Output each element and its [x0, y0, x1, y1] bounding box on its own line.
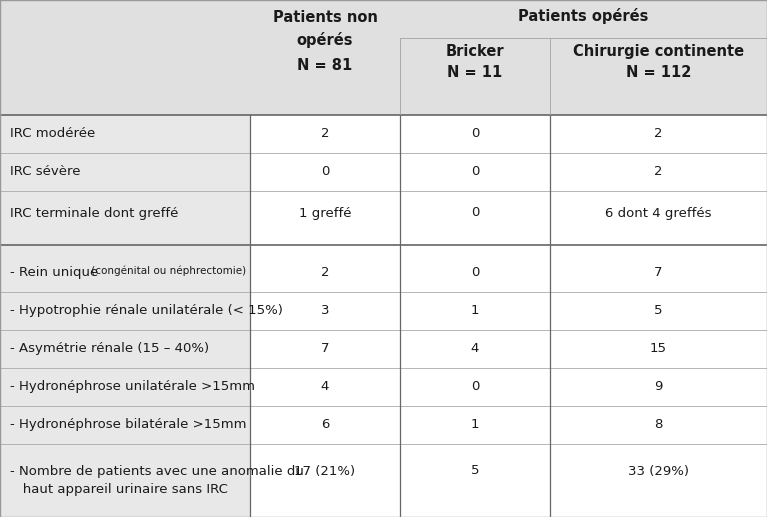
Text: 0: 0 — [471, 266, 479, 279]
Text: opérés: opérés — [297, 32, 354, 48]
Text: 1 greffé: 1 greffé — [299, 206, 351, 220]
Text: 3: 3 — [321, 304, 329, 317]
Text: 2: 2 — [321, 266, 329, 279]
Text: Chirurgie continente: Chirurgie continente — [573, 44, 744, 59]
Text: 0: 0 — [471, 206, 479, 220]
Text: N = 81: N = 81 — [298, 58, 353, 73]
Text: - Hydronéphrose unilatérale >15mm: - Hydronéphrose unilatérale >15mm — [10, 380, 255, 393]
Text: IRC sévère: IRC sévère — [10, 165, 81, 178]
Text: Patients opérés: Patients opérés — [518, 8, 649, 24]
Text: N = 112: N = 112 — [626, 65, 691, 80]
Text: 4: 4 — [321, 380, 329, 393]
Text: 17 (21%): 17 (21%) — [295, 464, 356, 478]
Text: IRC modérée: IRC modérée — [10, 127, 95, 140]
Text: 9: 9 — [654, 380, 663, 393]
Text: - Asymétrie rénale (15 – 40%): - Asymétrie rénale (15 – 40%) — [10, 342, 209, 355]
Text: Bricker: Bricker — [446, 44, 505, 59]
Text: 2: 2 — [654, 127, 663, 140]
Text: - Rein unique: - Rein unique — [10, 266, 98, 279]
Text: 33 (29%): 33 (29%) — [628, 464, 689, 478]
Text: 6: 6 — [321, 418, 329, 431]
Text: (congénital ou néphrectomie): (congénital ou néphrectomie) — [88, 266, 246, 277]
Text: 0: 0 — [471, 127, 479, 140]
Text: 1: 1 — [471, 304, 479, 317]
Bar — [0, 0, 767, 115]
Text: 6 dont 4 greffés: 6 dont 4 greffés — [605, 206, 712, 220]
Text: 2: 2 — [654, 165, 663, 178]
Text: 7: 7 — [654, 266, 663, 279]
Bar — [250, 115, 767, 517]
Text: - Hydronéphrose bilatérale >15mm: - Hydronéphrose bilatérale >15mm — [10, 418, 246, 431]
Text: N = 11: N = 11 — [447, 65, 502, 80]
Text: 5: 5 — [654, 304, 663, 317]
Text: 1: 1 — [471, 418, 479, 431]
Text: 15: 15 — [650, 342, 667, 355]
Text: Patients non: Patients non — [272, 10, 377, 25]
Text: 7: 7 — [321, 342, 329, 355]
Text: 0: 0 — [471, 165, 479, 178]
Text: - Hypotrophie rénale unilatérale (< 15%): - Hypotrophie rénale unilatérale (< 15%) — [10, 304, 283, 317]
Text: IRC terminale dont greffé: IRC terminale dont greffé — [10, 206, 179, 220]
Text: 0: 0 — [471, 380, 479, 393]
Text: - Nombre de patients avec une anomalie du: - Nombre de patients avec une anomalie d… — [10, 464, 304, 478]
Text: 8: 8 — [654, 418, 663, 431]
Text: 2: 2 — [321, 127, 329, 140]
Text: haut appareil urinaire sans IRC: haut appareil urinaire sans IRC — [10, 482, 228, 495]
Text: 5: 5 — [471, 464, 479, 478]
Text: 4: 4 — [471, 342, 479, 355]
Text: 0: 0 — [321, 165, 329, 178]
